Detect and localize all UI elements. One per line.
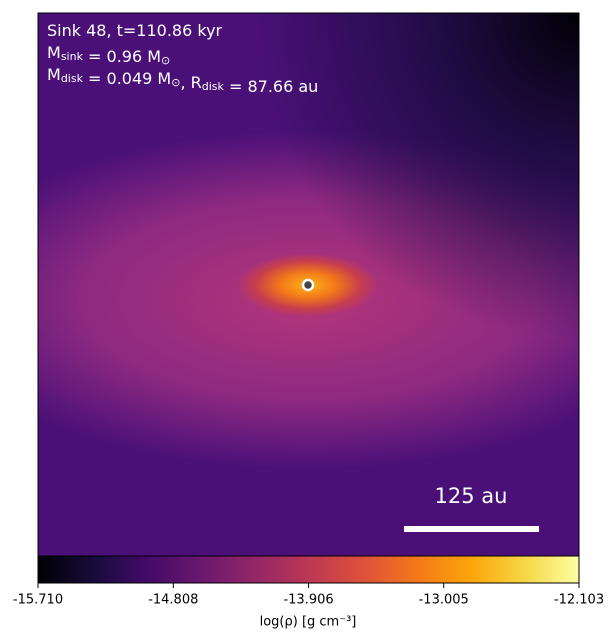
annotation-text: = 0.049 M (83, 69, 171, 88)
colorbar-tick-label: -13.906 (283, 593, 333, 608)
annotation-subscript: ⊙ (161, 54, 170, 67)
colorbar (37, 555, 580, 584)
scale-bar-label: 125 au (435, 484, 508, 508)
annotation-text: = 87.66 au (224, 77, 318, 96)
annotation-subscript: sink (61, 50, 84, 63)
annotation-subscript: disk (202, 80, 225, 93)
annotation: Msink = 0.96 M⊙ (47, 43, 170, 68)
annotation-text: = 0.96 M (83, 47, 161, 66)
annotation: Mdisk = 0.049 M⊙, Rdisk = 87.66 au (47, 65, 318, 96)
annotation-text: M (47, 43, 61, 62)
density-image (38, 13, 579, 556)
colorbar-tick-label: -13.005 (419, 593, 469, 608)
annotation-text: Sink 48, t=110.86 kyr (47, 21, 223, 40)
colorbar-tick-label: -12.103 (554, 593, 604, 608)
colorbar-tick-label: -14.808 (148, 593, 198, 608)
annotation-text: M (47, 65, 61, 84)
annotation: Sink 48, t=110.86 kyr (47, 21, 223, 40)
annotation-subscript: ⊙ (171, 76, 180, 89)
annotation-subscript: disk (61, 72, 84, 85)
annotation-text: , R (180, 73, 201, 92)
colorbar-tick-label: -15.710 (13, 593, 63, 608)
colorbar-label: log(ρ) [g cm⁻³] (260, 615, 357, 630)
